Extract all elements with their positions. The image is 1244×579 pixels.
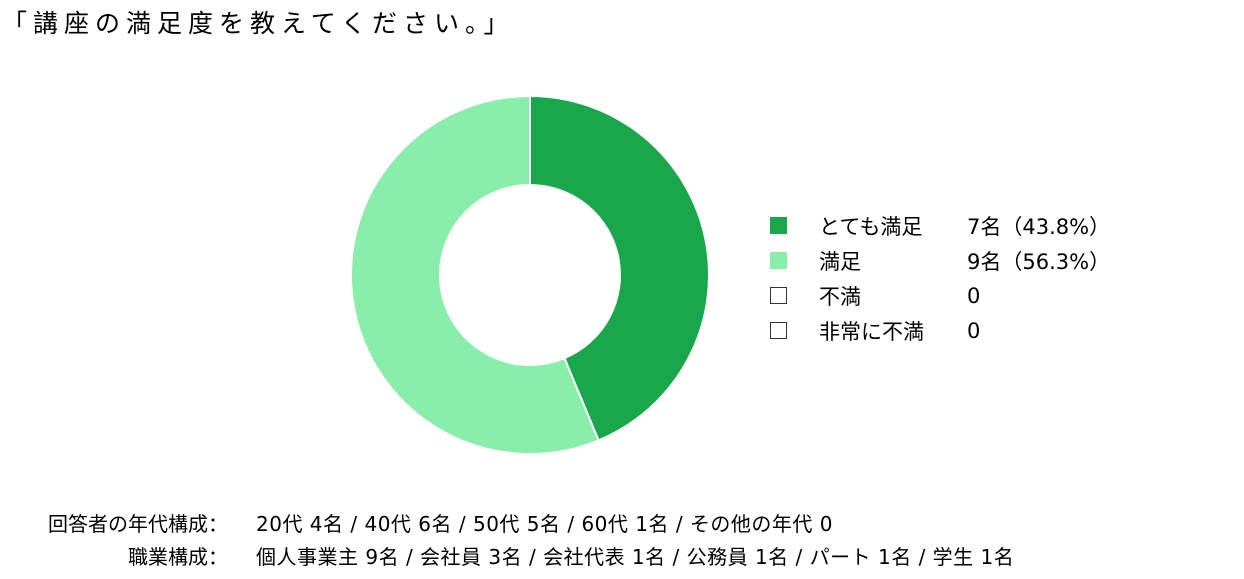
legend-item: 満足 9名（56.3%） xyxy=(770,243,1110,278)
legend-value: 0 xyxy=(967,318,981,343)
legend-item: 非常に不満 0 xyxy=(770,313,1110,348)
age-value: 20代 4名 / 40代 6名 / 50代 5名 / 60代 1名 / その他の… xyxy=(256,512,834,536)
donut-chart xyxy=(350,95,710,455)
legend-label: 満足 xyxy=(819,249,861,274)
age-label: 回答者の年代構成： xyxy=(48,512,228,536)
job-label: 職業構成： xyxy=(128,545,228,569)
donut-slice-1 xyxy=(529,95,710,442)
chart-legend: とても満足 7名（43.8%） 満足 9名（56.3%） 不満 0 非常に不満 … xyxy=(770,208,1110,348)
age-composition: 回答者の年代構成： 20代 4名 / 40代 6名 / 50代 5名 / 60代… xyxy=(4,508,1014,541)
legend-label: 非常に不満 xyxy=(819,319,924,344)
legend-swatch xyxy=(770,217,787,234)
legend-label: とても満足 xyxy=(819,214,923,239)
legend-swatch xyxy=(770,287,787,304)
legend-label: 不満 xyxy=(819,284,861,309)
legend-swatch xyxy=(770,252,787,269)
legend-item: とても満足 7名（43.8%） xyxy=(770,208,1110,243)
legend-swatch xyxy=(770,322,787,339)
donut-slice-2 xyxy=(350,95,600,455)
legend-item: 不満 0 xyxy=(770,278,1110,313)
job-composition: 職業構成： 個人事業主 9名 / 会社員 3名 / 会社代表 1名 / 公務員 … xyxy=(4,541,1014,574)
legend-value: 7名（43.8%） xyxy=(967,214,1111,239)
legend-value: 0 xyxy=(967,283,981,308)
page-title: 「講座の満足度を教えてください。」 xyxy=(2,9,515,38)
legend-value: 9名（56.3%） xyxy=(967,249,1111,274)
respondent-summary: 回答者の年代構成： 20代 4名 / 40代 6名 / 50代 5名 / 60代… xyxy=(4,508,1014,574)
job-value: 個人事業主 9名 / 会社員 3名 / 会社代表 1名 / 公務員 1名 / パ… xyxy=(256,545,1015,569)
